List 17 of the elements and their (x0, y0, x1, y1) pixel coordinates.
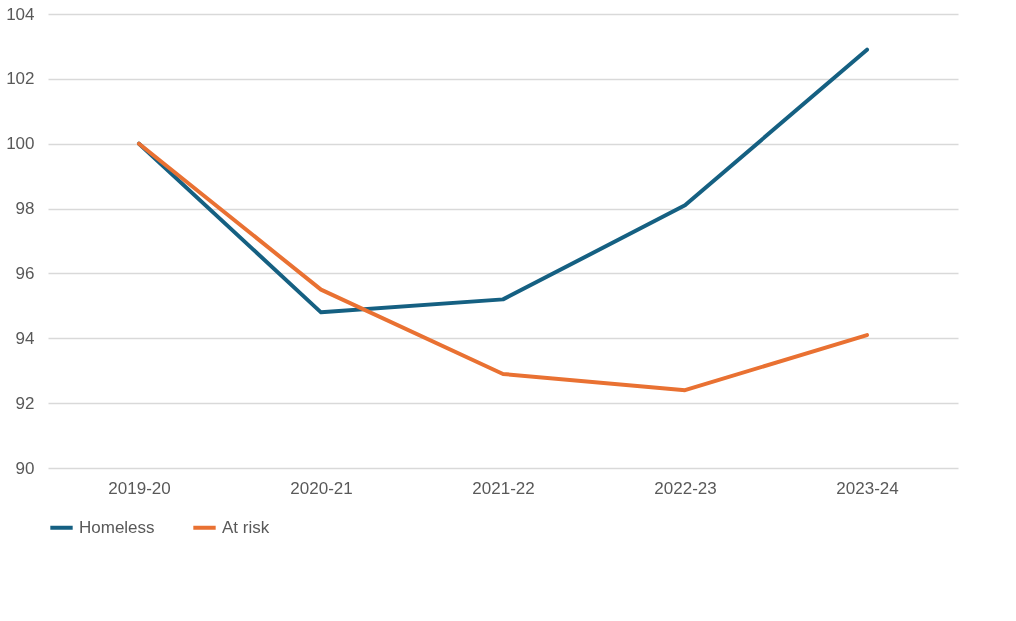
y-tick-label: 100 (6, 134, 35, 154)
x-tick-label: 2023-24 (836, 478, 899, 498)
y-tick-label: 104 (6, 4, 35, 24)
y-tick-label: 94 (15, 328, 35, 348)
line-series (137, 47, 869, 315)
x-tick-label: 2019-20 (108, 478, 171, 498)
legend-label: Homeless (79, 517, 155, 537)
y-tick-label: 90 (15, 458, 35, 478)
x-tick-label: 2020-21 (290, 478, 353, 498)
legend-label: At risk (222, 517, 270, 537)
y-tick-label: 98 (15, 199, 35, 219)
y-tick-label: 92 (15, 393, 35, 413)
line-series (137, 141, 869, 393)
y-tick-label: 96 (15, 263, 35, 283)
y-tick-label: 102 (6, 69, 35, 89)
x-tick-label: 2022-23 (654, 478, 717, 498)
x-tick-label: 2021-22 (472, 478, 535, 498)
